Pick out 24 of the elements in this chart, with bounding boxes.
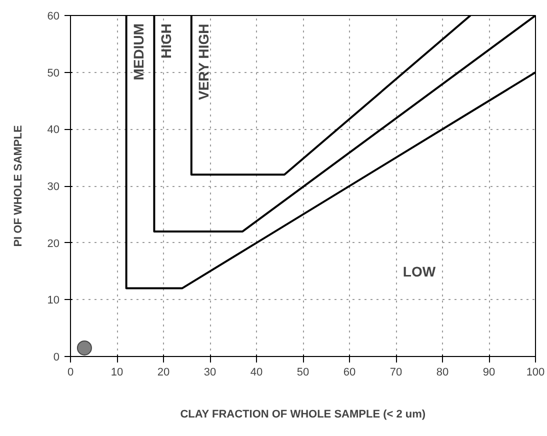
text: MEDIUM (130, 23, 146, 80)
y-tick-label: 20 (47, 238, 60, 250)
x-tick-label: 60 (343, 366, 356, 378)
x-tick-label: 20 (157, 366, 170, 378)
y-tick-label: 40 (47, 124, 60, 136)
x-tick-label: 30 (204, 366, 216, 378)
x-tick-label: 50 (296, 366, 310, 378)
x-tick-label: 100 (526, 366, 545, 378)
y-tick-label: 10 (47, 294, 60, 307)
text: HIGH (158, 24, 174, 58)
x-tick-label: 90 (482, 366, 496, 378)
x-tick-label: 70 (390, 366, 402, 378)
x-tick-label: 0 (67, 366, 74, 378)
y-tick-label: 50 (47, 67, 60, 80)
y-tick-label: 60 (47, 10, 60, 22)
text: VERY HIGH (195, 24, 212, 100)
x-axis-title: CLAY FRACTION OF WHOLE SAMPLE (< 2 um) (180, 408, 426, 420)
y-tick-label: 30 (47, 181, 60, 193)
x-tick-label: 10 (110, 366, 124, 378)
x-tick-label: 80 (436, 366, 449, 378)
x-tick-label: 40 (250, 366, 263, 378)
annotation: LOW (402, 263, 436, 280)
y-tick-label: 0 (53, 352, 60, 364)
y-axis-title: PI OF WHOLE SAMPLE (12, 125, 24, 247)
